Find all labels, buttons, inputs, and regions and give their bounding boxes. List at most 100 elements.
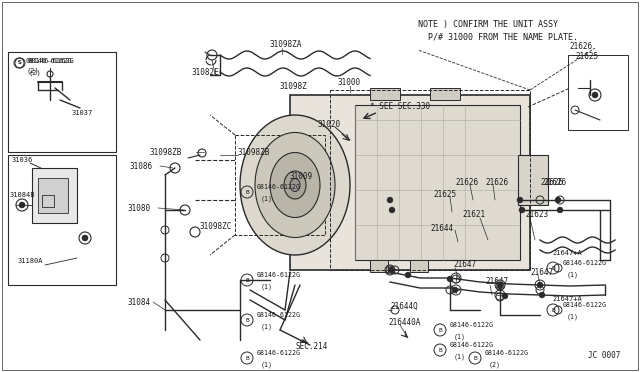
Text: 31037: 31037 — [72, 110, 93, 116]
Text: (1): (1) — [261, 323, 273, 330]
Ellipse shape — [284, 171, 306, 199]
Text: 31084: 31084 — [128, 298, 151, 307]
Text: B: B — [438, 347, 442, 353]
Text: (1): (1) — [261, 283, 273, 289]
Text: (1): (1) — [261, 361, 273, 368]
Text: 216440A: 216440A — [388, 318, 420, 327]
Text: 21647+A: 21647+A — [552, 250, 582, 256]
Text: 21626: 21626 — [543, 178, 566, 187]
Circle shape — [82, 235, 88, 241]
Text: SEC.214: SEC.214 — [295, 342, 328, 351]
Text: 31098ZC: 31098ZC — [200, 222, 232, 231]
Text: 08146-6122G: 08146-6122G — [563, 302, 607, 308]
Bar — [330, 90, 530, 270]
Bar — [32, 168, 77, 223]
Text: 08146-6122G: 08146-6122G — [257, 312, 301, 318]
Circle shape — [447, 276, 453, 282]
Circle shape — [555, 197, 561, 203]
Text: B: B — [245, 356, 249, 360]
Circle shape — [517, 197, 523, 203]
Text: 21625: 21625 — [433, 190, 456, 199]
Text: B: B — [438, 327, 442, 333]
Text: (2): (2) — [29, 69, 42, 76]
Bar — [42, 195, 54, 207]
Text: 31180A: 31180A — [18, 258, 44, 264]
Text: 31098ZB: 31098ZB — [150, 148, 182, 157]
Text: 21647: 21647 — [485, 277, 508, 286]
Text: 31009: 31009 — [290, 172, 313, 181]
Text: (2): (2) — [489, 361, 501, 368]
Text: 08146-6162G: 08146-6162G — [27, 58, 74, 64]
Text: 21621: 21621 — [462, 210, 485, 219]
Text: 31086: 31086 — [130, 162, 153, 171]
Text: 31098Z: 31098Z — [280, 82, 308, 91]
Text: B: B — [551, 308, 555, 312]
Text: 31098ZA: 31098ZA — [270, 40, 302, 49]
Text: 08146-6122G: 08146-6122G — [450, 322, 494, 328]
Text: 31080: 31080 — [128, 204, 151, 213]
Text: 08146-6122G: 08146-6122G — [257, 184, 301, 190]
Text: JC 0007: JC 0007 — [588, 351, 620, 360]
Text: (1): (1) — [261, 195, 273, 202]
Ellipse shape — [270, 153, 320, 218]
Text: 31082E: 31082E — [192, 68, 220, 77]
Circle shape — [519, 207, 525, 213]
Text: 21647: 21647 — [453, 260, 476, 269]
Text: 21644Q: 21644Q — [390, 302, 418, 311]
Text: B: B — [551, 266, 555, 270]
Text: 21626: 21626 — [569, 42, 592, 51]
Text: B: B — [245, 278, 249, 282]
Ellipse shape — [290, 179, 300, 192]
Text: NOTE ) CONFIRM THE UNIT ASSY: NOTE ) CONFIRM THE UNIT ASSY — [418, 20, 558, 29]
Bar — [8, 52, 116, 152]
Bar — [430, 88, 460, 100]
Text: 21623: 21623 — [525, 210, 548, 219]
Circle shape — [388, 267, 394, 273]
Text: (1): (1) — [454, 333, 466, 340]
Text: B: B — [245, 189, 249, 195]
Text: (1): (1) — [454, 353, 466, 359]
Circle shape — [452, 287, 458, 293]
Text: 31020: 31020 — [318, 120, 341, 129]
Text: 31098ZB: 31098ZB — [238, 148, 270, 157]
Circle shape — [19, 202, 25, 208]
Text: 31084B: 31084B — [10, 192, 35, 198]
Bar — [568, 55, 628, 130]
Text: (1): (1) — [567, 271, 579, 278]
Text: 21626: 21626 — [455, 178, 478, 187]
Text: 08146-6122G: 08146-6122G — [563, 260, 607, 266]
Circle shape — [537, 282, 543, 288]
Text: B: B — [473, 356, 477, 360]
Text: 31000: 31000 — [338, 78, 361, 87]
Text: 08146-6162G: 08146-6162G — [26, 58, 73, 64]
Text: (1): (1) — [567, 313, 579, 320]
Text: * SEE SEC.330: * SEE SEC.330 — [370, 102, 430, 111]
Text: 21644: 21644 — [430, 224, 453, 233]
Bar — [235, 135, 325, 235]
Bar — [38, 178, 68, 213]
Circle shape — [592, 92, 598, 98]
Ellipse shape — [255, 132, 335, 237]
Text: 08146-6122G: 08146-6122G — [485, 350, 529, 356]
Circle shape — [539, 292, 545, 298]
Text: 21626: 21626 — [485, 178, 508, 187]
Bar — [370, 88, 400, 100]
Text: 08146-6122G: 08146-6122G — [257, 350, 301, 356]
Text: 31036: 31036 — [12, 157, 33, 163]
Text: (2): (2) — [27, 68, 40, 74]
Text: 21647+A: 21647+A — [552, 296, 582, 302]
Circle shape — [502, 293, 508, 299]
Bar — [410, 260, 428, 272]
Circle shape — [497, 283, 503, 289]
Text: 21647: 21647 — [530, 268, 553, 277]
Text: 08146-6122G: 08146-6122G — [257, 272, 301, 278]
Circle shape — [387, 197, 393, 203]
Ellipse shape — [240, 115, 350, 255]
Circle shape — [557, 207, 563, 213]
Bar — [355, 105, 520, 260]
Text: S: S — [17, 61, 21, 65]
Bar — [8, 155, 116, 285]
Circle shape — [405, 272, 411, 278]
Text: 21626: 21626 — [540, 178, 563, 187]
Text: P/# 31000 FROM THE NAME PLATE.: P/# 31000 FROM THE NAME PLATE. — [428, 32, 578, 41]
